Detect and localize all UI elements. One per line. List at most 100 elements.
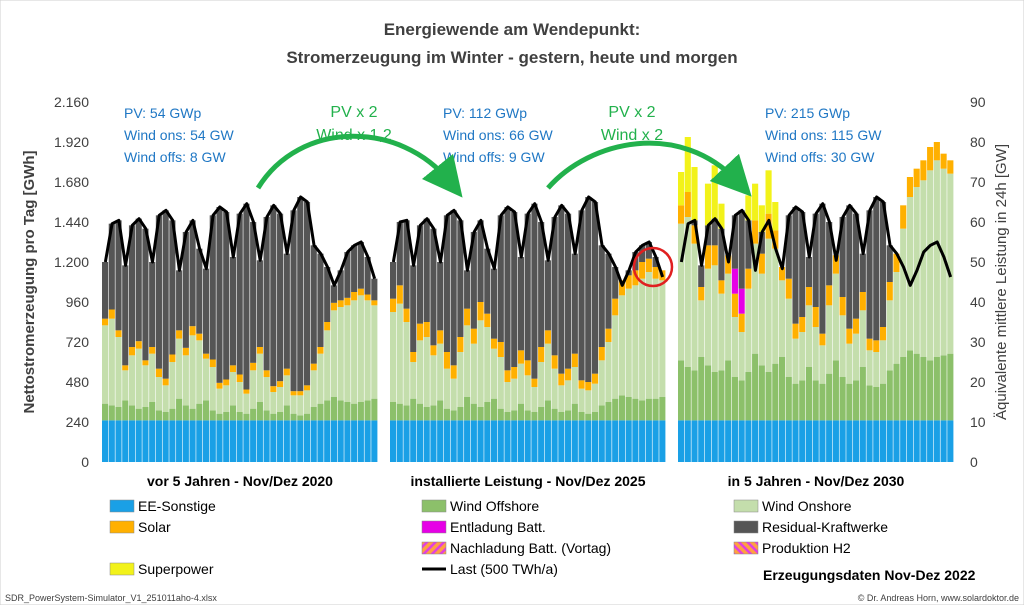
- bar-superpower: [718, 203, 725, 229]
- bar-superpower: [758, 205, 765, 232]
- bar-residual: [142, 228, 149, 361]
- chart-title-line1: Energiewende am Wendepunkt:: [384, 20, 641, 39]
- bar-wind-onshore: [886, 300, 893, 371]
- bar-wind-offshore: [430, 405, 437, 421]
- bar-solar: [866, 338, 873, 351]
- bar-solar: [652, 267, 659, 279]
- bar-wind-offshore: [645, 398, 652, 421]
- bar-solar: [879, 327, 887, 341]
- bar-wind-offshore: [618, 395, 626, 421]
- bar-solar: [947, 160, 954, 174]
- bar-solar: [128, 347, 136, 356]
- bar-solar: [832, 255, 839, 274]
- period-label: installierte Leistung - Nov/Dez 2025: [411, 473, 646, 489]
- bar-wind-offshore: [477, 407, 484, 421]
- bar-ee-sonstige: [738, 420, 745, 462]
- bar-ee-sonstige: [879, 420, 887, 462]
- bar-ee-sonstige: [416, 420, 424, 462]
- bar-solar: [605, 328, 612, 342]
- bar-solar: [846, 328, 853, 344]
- bar-residual: [598, 245, 605, 347]
- bar-ee-sonstige: [947, 420, 954, 462]
- bar-wind-offshore: [893, 363, 900, 421]
- bar-wind-offshore: [403, 405, 410, 421]
- bar-wind-onshore: [497, 357, 504, 409]
- bar-wind-onshore: [511, 378, 518, 411]
- bar-wind-offshore: [504, 412, 511, 421]
- plot-area: [102, 137, 954, 462]
- bar-wind-onshore: [357, 295, 364, 402]
- bar-residual: [497, 215, 504, 342]
- bar-superpower: [752, 183, 759, 221]
- bar-wind-offshore: [678, 360, 685, 421]
- y-tick-label: 240: [66, 414, 90, 430]
- bar-wind-onshore: [364, 300, 371, 401]
- bar-ee-sonstige: [812, 420, 819, 462]
- bar-ee-sonstige: [169, 420, 176, 462]
- bar-ee-sonstige: [873, 420, 880, 462]
- bar-wind-onshore: [223, 385, 230, 412]
- bar-solar: [310, 363, 317, 371]
- bar-wind-offshore: [873, 387, 880, 421]
- bar-wind-offshore: [216, 413, 223, 421]
- bar-wind-offshore: [128, 405, 136, 421]
- bar-wind-onshore: [189, 335, 196, 409]
- legend-swatch-wind_onshore: [733, 499, 759, 513]
- y-axis-label: Nettostromerzeugung pro Tag [GWh]: [21, 150, 38, 413]
- bar-superpower: [691, 167, 698, 221]
- bar-ee-sonstige: [263, 420, 270, 462]
- bar-ee-sonstige: [612, 420, 619, 462]
- bar-wind-offshore: [591, 412, 599, 421]
- bar-solar: [511, 367, 518, 379]
- bar-wind-onshore: [792, 338, 799, 384]
- capacity-line: Wind ons: 66 GW: [443, 127, 553, 143]
- bar-solar: [396, 285, 403, 304]
- bar-wind-onshore: [236, 382, 243, 412]
- bar-solar: [524, 360, 531, 376]
- bar-residual: [558, 205, 565, 374]
- bar-wind-onshore: [108, 318, 115, 406]
- bar-wind-offshore: [625, 397, 632, 421]
- bar-solar: [544, 330, 551, 344]
- bar-wind-onshore: [263, 377, 270, 411]
- bar-wind-onshore: [853, 333, 860, 381]
- bar-residual: [430, 228, 437, 346]
- bar-wind-onshore: [731, 317, 738, 377]
- bar-ee-sonstige: [290, 420, 297, 462]
- legend-label-superpower: Superpower: [138, 561, 214, 577]
- bar-wind-onshore: [517, 363, 525, 404]
- bar-solar: [290, 391, 297, 396]
- y2-tick-label: 10: [970, 414, 986, 430]
- bar-wind-offshore: [135, 408, 142, 421]
- bar-wind-onshore: [149, 353, 156, 402]
- bar-solar: [351, 292, 358, 301]
- bar-wind-onshore: [403, 322, 410, 406]
- bar-residual: [310, 245, 317, 364]
- bar-ee-sonstige: [189, 420, 196, 462]
- bar-wind-offshore: [464, 397, 471, 421]
- bar-ee-sonstige: [250, 420, 257, 462]
- bar-wind-offshore: [337, 400, 344, 421]
- bar-wind-offshore: [745, 372, 752, 421]
- bar-wind-onshore: [277, 387, 284, 412]
- bar-wind-offshore: [524, 410, 531, 421]
- bar-wind-onshore: [162, 385, 169, 412]
- bar-ee-sonstige: [430, 420, 437, 462]
- bar-residual: [464, 270, 471, 309]
- bar-wind-onshore: [410, 362, 417, 399]
- bar-residual: [450, 210, 457, 366]
- bar-ee-sonstige: [691, 420, 698, 462]
- bar-ee-sonstige: [805, 420, 813, 462]
- bar-ee-sonstige: [819, 420, 826, 462]
- y2-tick-label: 80: [970, 134, 986, 150]
- bar-residual: [122, 265, 129, 366]
- bar-wind-onshore: [799, 332, 806, 381]
- bar-solar: [256, 347, 263, 354]
- bar-solar: [711, 245, 718, 266]
- bar-solar: [162, 378, 169, 386]
- bar-ee-sonstige: [598, 420, 605, 462]
- bar-wind-onshore: [303, 390, 311, 414]
- legend-label-solar: Solar: [138, 519, 171, 535]
- bar-ee-sonstige: [364, 420, 371, 462]
- bar-ee-sonstige: [832, 420, 839, 462]
